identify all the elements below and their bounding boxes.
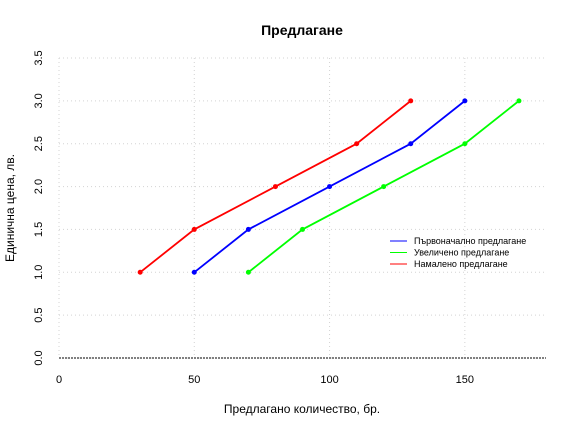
series-point-2-1 [191,226,197,232]
series-point-0-3 [408,141,414,147]
y-tick-label: 0.0 [33,350,45,365]
x-tick-label: 150 [456,374,474,386]
series-point-2-0 [137,269,143,275]
legend-label-2: Намалено предлагане [414,259,508,269]
series-point-2-2 [272,184,278,190]
grid [58,57,546,359]
y-tick-label: 3.0 [33,93,45,108]
series-point-1-3 [462,141,468,147]
y-tick-label: 3.5 [33,50,45,65]
series-point-0-4 [462,98,468,104]
legend-label-0: Първоначално предлагане [414,236,526,246]
series-point-0-2 [327,184,333,190]
series-point-0-1 [245,226,251,232]
x-tick-label: 100 [320,374,338,386]
series-point-1-4 [516,98,522,104]
series-lines [137,98,522,275]
series-point-1-2 [381,184,387,190]
series-point-2-4 [408,98,414,104]
series-point-2-3 [354,141,360,147]
y-tick-label: 2.0 [33,179,45,194]
legend-label-1: Увеличено предлагане [414,248,509,258]
series-point-0-0 [191,269,197,275]
y-tick-label: 2.5 [33,136,45,151]
y-axis-label: Единична цена, лв. [3,154,17,262]
series-point-1-1 [300,226,305,232]
chart-title: Предлагане [261,22,343,38]
x-tick-label: 0 [56,374,62,386]
axes: 0 50 100 150 0.0 0.5 1.0 1.5 2.0 2.5 3.0 3.5 [33,50,546,386]
x-tick-label: 50 [188,374,200,386]
x-axis-label: Предлагано количество, бр. [224,402,380,416]
legend: Първоначално предлагане Увеличено предлаг… [390,236,526,269]
series-point-1-0 [245,269,251,275]
y-tick-label: 0.5 [33,307,45,322]
y-tick-label: 1.5 [33,222,45,237]
y-tick-label: 1.0 [33,265,45,280]
